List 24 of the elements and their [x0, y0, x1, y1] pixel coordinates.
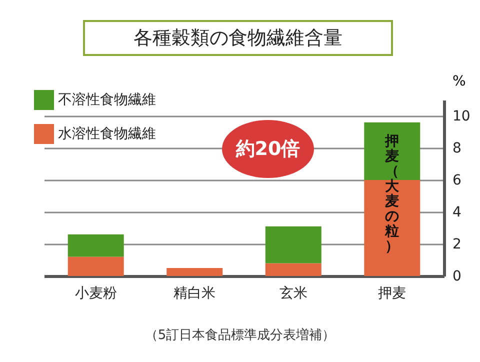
y-tick-label: 10 [452, 108, 470, 124]
bar [364, 180, 420, 276]
bar [68, 234, 124, 257]
annotation: 押麦（大麦の粒） [384, 133, 400, 254]
bar [166, 268, 223, 276]
speech-bubble: 約20倍 [222, 120, 314, 178]
y-tick-label: 0 [452, 268, 462, 284]
legend-label: 水溶性食物繊維 [58, 126, 156, 142]
x-tick-label: 玄米 [279, 286, 308, 302]
bar [265, 263, 322, 276]
bar [265, 226, 322, 264]
y-tick-label: 6 [452, 172, 462, 188]
bar [364, 122, 420, 180]
y-axis-title: % [452, 74, 466, 90]
x-tick-label: 小麦粉 [74, 286, 117, 302]
bar [68, 256, 124, 276]
x-tick-label: 精白米 [174, 286, 216, 302]
chart-title: 各種穀類の食物繊維含量 [83, 20, 393, 56]
y-tick-label: 2 [452, 236, 462, 252]
text: （5訂日本食品標準成分表増補） [144, 326, 336, 344]
y-tick-label: 8 [452, 140, 462, 156]
y-tick-label: 4 [452, 204, 462, 220]
legend-label: 不溶性食物繊維 [58, 92, 156, 108]
x-tick-label: 押麦 [378, 286, 406, 302]
